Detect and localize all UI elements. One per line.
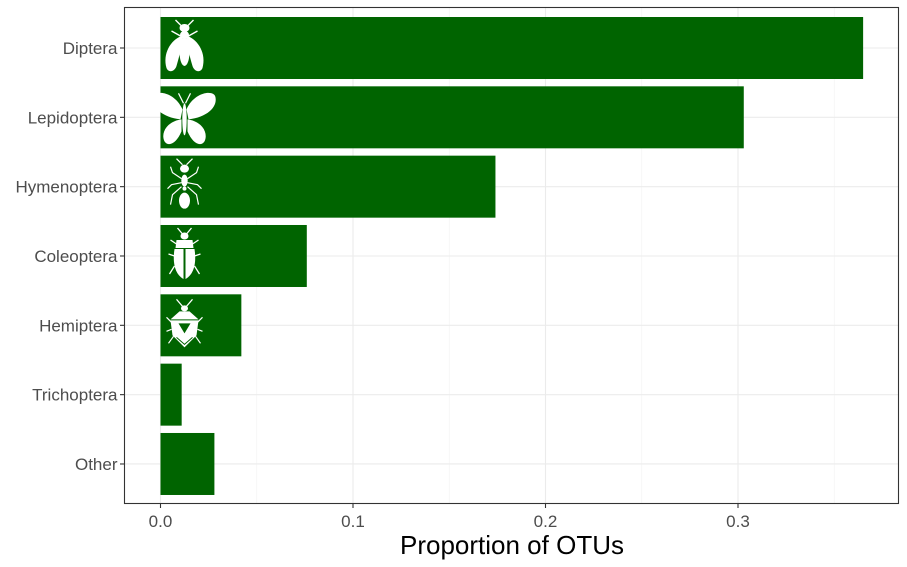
y-tick-label: Lepidoptera xyxy=(28,108,118,127)
bars-layer xyxy=(160,17,864,495)
y-tick-label: Hemiptera xyxy=(39,316,118,335)
icons-layer xyxy=(153,19,216,348)
x-axis-title: Proportion of OTUs xyxy=(400,530,624,560)
y-tick-label: Trichoptera xyxy=(32,386,118,405)
beetle-icon xyxy=(168,227,201,279)
bar-diptera xyxy=(160,17,864,79)
y-tick-label: Diptera xyxy=(63,39,118,58)
bar-hymenoptera xyxy=(160,155,496,218)
x-tick-label: 0.2 xyxy=(534,512,558,531)
y-tick-label: Other xyxy=(75,455,118,474)
y-tick-label: Hymenoptera xyxy=(15,178,118,197)
fly-icon xyxy=(165,19,204,72)
x-axis: 0.0 0.1 0.2 0.3 xyxy=(149,503,750,531)
y-axis: Diptera Lepidoptera Hymenoptera Coleoptera H… xyxy=(15,39,125,474)
y-tick-label: Coleoptera xyxy=(34,247,118,266)
bar-other xyxy=(160,432,215,495)
ant-icon xyxy=(167,158,202,209)
bar-trichoptera xyxy=(160,363,182,426)
bar-lepidoptera xyxy=(160,86,744,149)
butterfly-icon xyxy=(153,92,216,145)
x-tick-label: 0.3 xyxy=(726,512,750,531)
x-tick-label: 0.0 xyxy=(149,512,173,531)
x-tick-label: 0.1 xyxy=(341,512,365,531)
stink-bug-icon xyxy=(166,298,203,348)
